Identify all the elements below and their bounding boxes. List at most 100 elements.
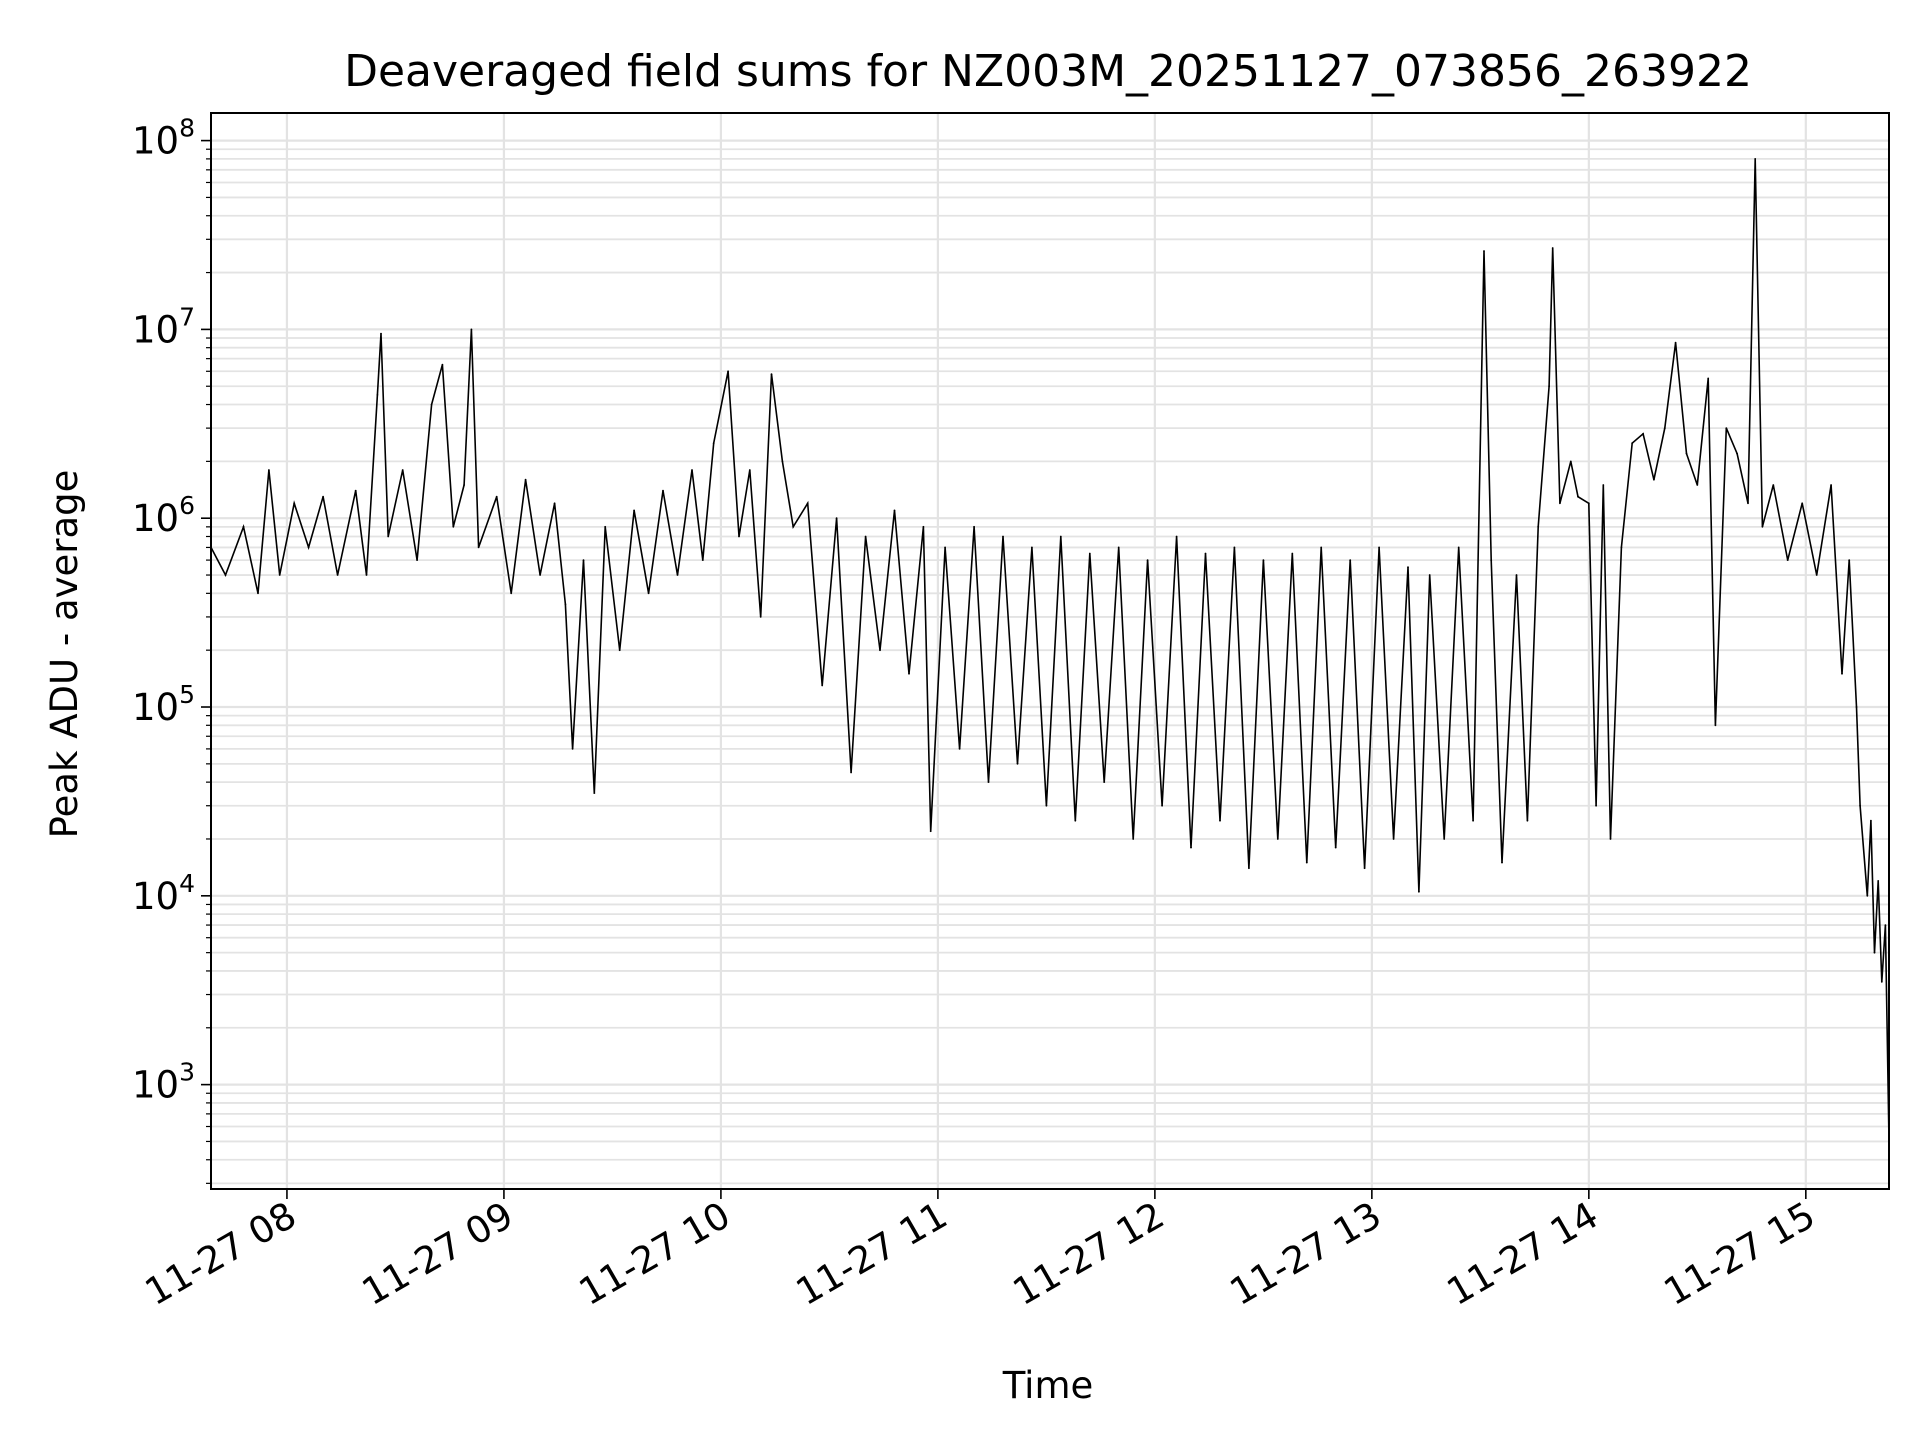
data-point [1233, 546, 1236, 549]
data-point [1595, 804, 1597, 807]
data-point [1725, 427, 1728, 429]
data-point [701, 559, 704, 561]
data-point [1031, 546, 1033, 549]
x-axis-label: Time [1002, 1364, 1094, 1407]
data-point [835, 517, 838, 520]
data-point [1772, 484, 1775, 486]
data-point [1801, 502, 1804, 505]
data-point [1602, 484, 1605, 486]
data-point [1305, 861, 1308, 864]
data-point [1674, 341, 1677, 344]
data-point [1551, 247, 1554, 249]
data-point [1016, 762, 1019, 765]
data-point [1587, 502, 1590, 505]
data-point [336, 574, 339, 576]
data-point [770, 373, 773, 375]
data-point [864, 535, 867, 538]
data-point [1291, 552, 1294, 555]
data-point [278, 574, 281, 576]
data-point [1443, 838, 1446, 840]
data-point [1877, 880, 1880, 882]
data-point [510, 592, 513, 595]
data-point [1663, 427, 1666, 429]
data-point [470, 328, 473, 331]
data-point [416, 559, 418, 561]
data-point [553, 502, 556, 505]
data-point [463, 484, 465, 486]
data-point [1161, 804, 1163, 807]
data-point [1276, 838, 1279, 840]
data-point [1620, 546, 1623, 549]
data-point [1747, 502, 1749, 505]
data-point [1515, 574, 1518, 576]
data-point [781, 460, 784, 463]
data-point [691, 469, 693, 471]
data-point [242, 525, 245, 528]
data-point [1707, 377, 1710, 380]
data-point [1642, 432, 1644, 435]
data-point [973, 525, 975, 528]
data-point [307, 546, 310, 549]
data-point [662, 489, 664, 492]
data-point [582, 559, 585, 561]
data-point [618, 649, 621, 652]
data-point [748, 469, 751, 471]
data-point [1219, 819, 1221, 822]
plot-frame [210, 112, 1890, 1190]
data-point [1830, 484, 1832, 486]
data-point [224, 574, 227, 576]
data-point [1559, 502, 1561, 505]
data-point [571, 748, 574, 750]
data-point [1631, 442, 1634, 444]
data-point [1848, 559, 1851, 561]
data-point [944, 546, 946, 549]
data-point [441, 363, 444, 366]
data-point [1786, 559, 1789, 561]
data-point [1696, 484, 1699, 486]
data-point [380, 332, 382, 335]
data-point [1472, 819, 1474, 822]
data-point [564, 603, 567, 606]
data-point [257, 592, 259, 595]
data-point [1320, 546, 1323, 549]
y-tick-label: 105 [132, 680, 195, 729]
data-point [727, 370, 729, 373]
data-point [293, 502, 296, 505]
y-tick-label: 103 [132, 1058, 195, 1107]
data-point [1761, 525, 1764, 528]
data-point [1653, 478, 1655, 481]
data-point [1577, 495, 1579, 498]
data-point [647, 592, 650, 595]
data-point [633, 509, 635, 512]
data-point [987, 781, 990, 783]
data-point [524, 478, 527, 481]
data-point [376, 394, 379, 396]
data-point [1501, 861, 1503, 864]
data-point [1262, 559, 1265, 561]
y-tick-label: 108 [132, 114, 195, 163]
data-point [1483, 250, 1485, 252]
data-point [1378, 546, 1380, 549]
data-point [1117, 546, 1120, 549]
data-point [806, 502, 809, 505]
data-point [759, 616, 762, 618]
data-point [712, 442, 715, 444]
data-point [1204, 552, 1207, 555]
data-point [1103, 781, 1106, 783]
data-point [1859, 804, 1861, 807]
data-point [1248, 867, 1250, 870]
data-point [1074, 819, 1077, 822]
data-point [1884, 924, 1887, 926]
data-point [893, 509, 896, 512]
data-point [922, 525, 925, 528]
data-point [1736, 452, 1738, 455]
data-point [365, 574, 368, 576]
data-point [1609, 838, 1612, 840]
data-point [452, 525, 455, 528]
data-point [1132, 838, 1135, 840]
data-point [495, 495, 498, 498]
data-point [1873, 951, 1876, 954]
data-point [1537, 525, 1540, 528]
y-tick-label: 106 [132, 491, 195, 540]
